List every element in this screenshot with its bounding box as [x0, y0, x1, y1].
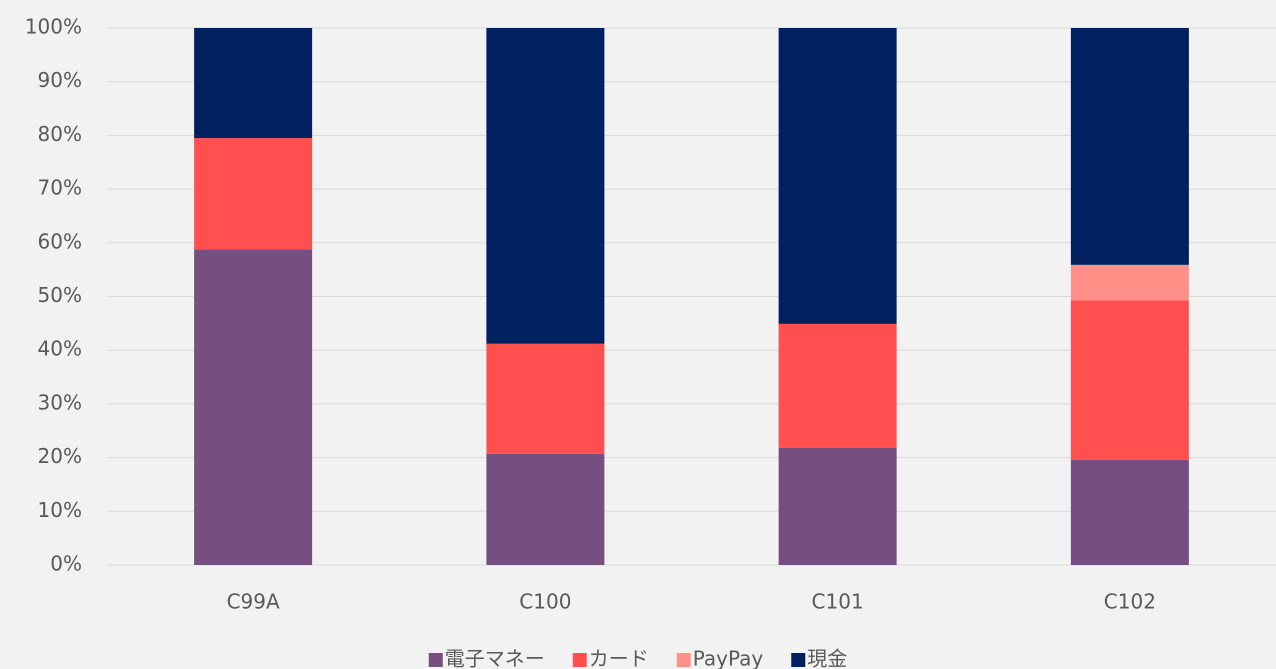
legend-swatch: [428, 653, 443, 667]
x-tick-label: C99A: [227, 590, 280, 614]
y-tick-label: 50%: [38, 283, 82, 307]
y-tick-label: 30%: [38, 390, 82, 414]
y-tick-label: 90%: [38, 68, 82, 92]
bar-segment: [486, 28, 605, 344]
y-tick-label: 60%: [38, 229, 82, 253]
y-tick-label: 0%: [50, 552, 82, 576]
legend-label: 現金: [807, 647, 847, 669]
y-tick-label: 100%: [25, 15, 82, 39]
legend-swatch: [572, 653, 587, 667]
bar-segment: [1070, 300, 1189, 460]
x-tick-label: C101: [812, 590, 864, 614]
legend-label: PayPay: [693, 647, 764, 669]
legend-label: カード: [589, 647, 649, 669]
y-tick-label: 70%: [38, 176, 82, 200]
bar-segment: [778, 28, 897, 324]
bar-segment: [1070, 264, 1189, 301]
bar-segment: [486, 343, 605, 454]
y-tick-label: 20%: [38, 444, 82, 468]
y-tick-label: 80%: [38, 122, 82, 146]
bar-segment: [1070, 459, 1189, 565]
y-tick-label: 40%: [38, 337, 82, 361]
legend-swatch: [676, 653, 691, 667]
legend-label: 電子マネー: [445, 647, 545, 669]
legend-swatch: [791, 653, 806, 667]
x-tick-label: C102: [1104, 590, 1156, 614]
bar-segment: [486, 453, 605, 565]
bar-segment: [778, 323, 897, 448]
bar-segment: [194, 28, 313, 139]
bar-segment: [1070, 28, 1189, 265]
x-tick-label: C100: [519, 590, 571, 614]
bar-segment: [778, 447, 897, 565]
bar-segment: [194, 138, 313, 250]
y-tick-label: 10%: [38, 498, 82, 522]
bar-segment: [194, 249, 313, 565]
